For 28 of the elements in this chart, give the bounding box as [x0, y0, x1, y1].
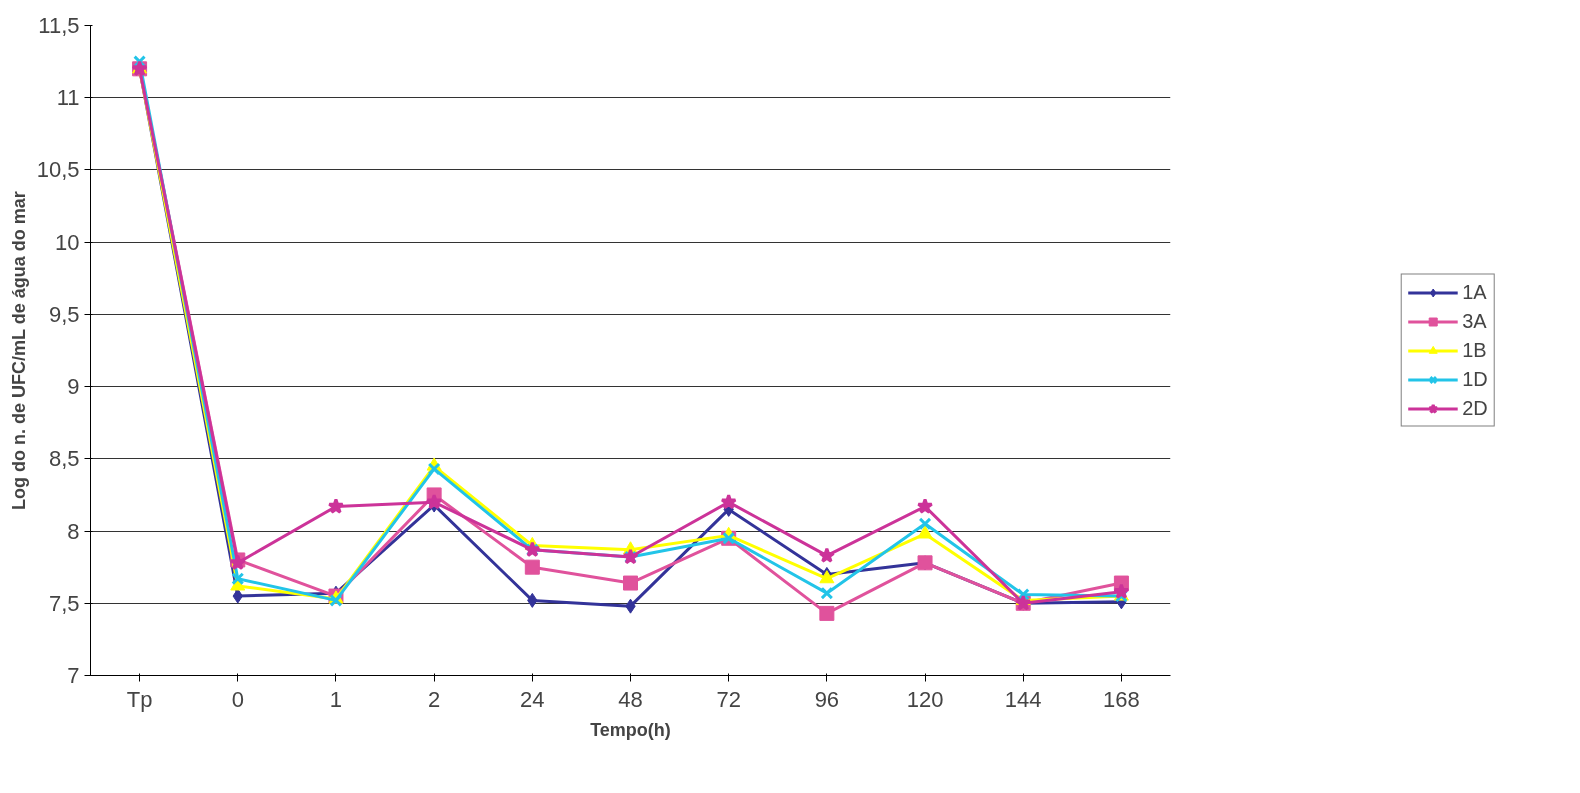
- legend-label: 1D: [1462, 367, 1488, 391]
- x-tick-label: Tp: [126, 686, 153, 712]
- x-tick-label: 2: [428, 686, 441, 712]
- x-tick-label: 24: [520, 686, 545, 712]
- y-tick-label: 10: [55, 229, 80, 255]
- x-tick-label: 120: [906, 686, 944, 712]
- y-tick-label: 11,5: [38, 13, 80, 38]
- y-tick-label: 7,5: [48, 590, 80, 616]
- legend-label: 1B: [1462, 338, 1487, 362]
- y-tick-label: 8: [67, 518, 80, 544]
- y-axis-title: Log do n. de UFC/mL de água do mar: [8, 191, 29, 510]
- x-axis-title: Tempo(h): [590, 719, 671, 740]
- x-tick-label: 48: [618, 686, 643, 712]
- legend-label: 3A: [1462, 309, 1487, 333]
- y-tick-label: 7: [67, 663, 80, 688]
- y-tick-label: 8,5: [48, 446, 80, 472]
- x-tick-label: 0: [231, 686, 244, 712]
- x-tick-label: 1: [329, 686, 343, 712]
- x-tick-label: 144: [1004, 686, 1042, 712]
- y-tick-label: 11: [56, 85, 80, 111]
- y-tick-label: 9,5: [48, 301, 80, 327]
- legend-label: 2D: [1462, 396, 1488, 420]
- legend-label: 1A: [1462, 280, 1487, 304]
- x-tick-label: 168: [1103, 686, 1140, 712]
- y-tick-label: 9: [67, 374, 80, 400]
- y-tick-label: 10,5: [36, 157, 80, 183]
- x-tick-label: 96: [814, 686, 840, 712]
- x-tick-label: 72: [716, 686, 741, 712]
